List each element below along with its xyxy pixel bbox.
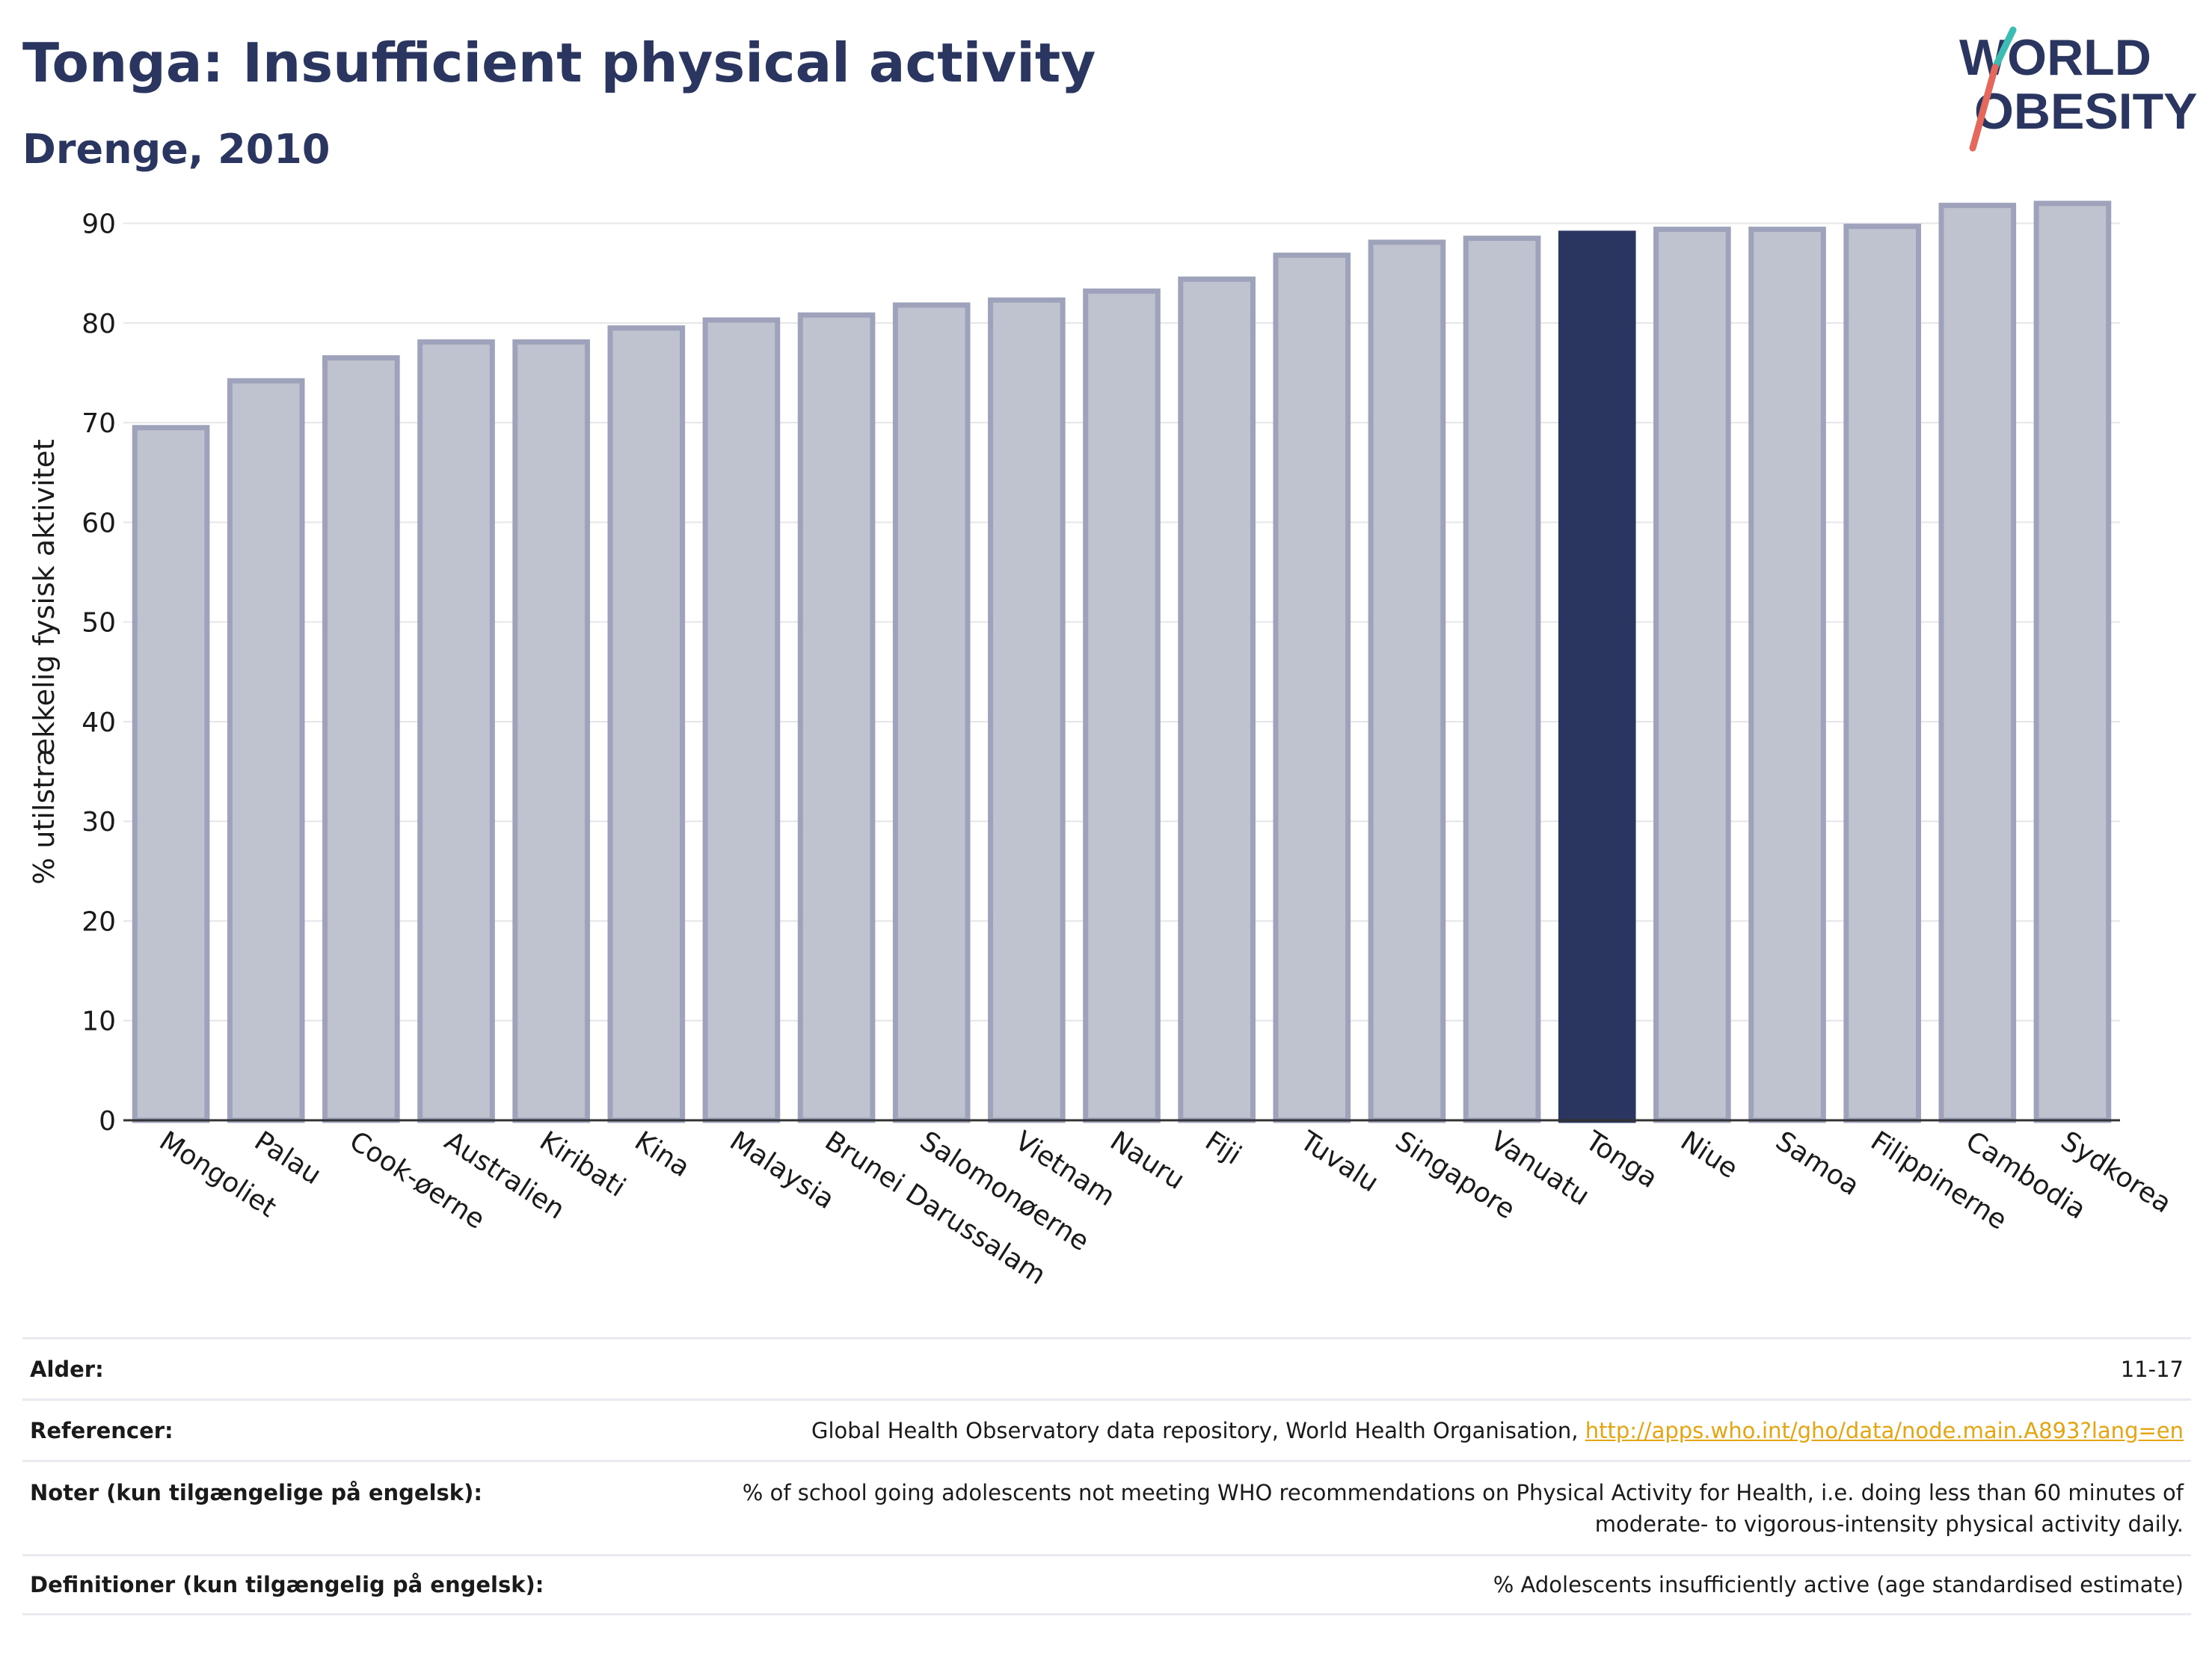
bar-mongoliet	[132, 425, 210, 1123]
bar-singapore	[1368, 239, 1446, 1123]
y-tick-label: 30	[82, 807, 116, 838]
info-value-notes: % of school going adolescents not meetin…	[742, 1480, 2184, 1537]
y-tick-label: 70	[82, 408, 116, 439]
y-tick-label: 10	[82, 1007, 116, 1037]
references-text: Global Health Observatory data repositor…	[811, 1417, 1585, 1443]
y-axis-label: % utilstrækkelig fysisk aktivitet	[28, 439, 61, 885]
bars	[132, 200, 2112, 1123]
x-tick-label: Niue	[1675, 1126, 1743, 1185]
info-label-references: Referencer:	[30, 1417, 173, 1443]
bar-cook-øerne	[322, 355, 400, 1123]
info-row-notes: Noter (kun tilgængelige på engelsk): % o…	[22, 1460, 2191, 1554]
x-tick-label: Palau	[249, 1126, 327, 1191]
bar-vietnam	[988, 297, 1066, 1123]
info-label-definitions: Definitioner (kun tilgængelig på engelsk…	[30, 1572, 544, 1597]
bar-niue	[1653, 227, 1731, 1123]
info-table: Alder: 11-17 Referencer: Global Health O…	[22, 1337, 2191, 1615]
bar-palau	[227, 378, 305, 1123]
info-row-references: Referencer: Global Health Observatory da…	[22, 1398, 2191, 1460]
bar-malaysia	[702, 317, 781, 1123]
y-tick-label: 80	[82, 309, 116, 340]
bar-filippinerne	[1843, 224, 1921, 1123]
logo-slash-coral	[1969, 64, 1999, 152]
bar-tonga	[1558, 230, 1636, 1123]
y-tick-label: 90	[82, 209, 116, 240]
page-title: Tonga: Insufficient physical activity	[22, 31, 1096, 94]
y-tick-label: 60	[82, 508, 116, 538]
info-value-definitions: % Adolescents insufficiently active (age…	[1493, 1572, 2184, 1597]
world-obesity-logo: WORLD OBESITY	[1959, 26, 2198, 152]
x-tick-label: Fiji	[1199, 1126, 1247, 1171]
bar-salomonøerne	[892, 302, 971, 1123]
bar-sydkorea	[2033, 200, 2112, 1123]
y-tick-label: 50	[82, 608, 116, 639]
x-tick-label: Kina	[629, 1126, 695, 1183]
info-row-age: Alder: 11-17	[22, 1337, 2191, 1398]
y-tick-label: 40	[82, 707, 116, 738]
info-label-age: Alder:	[30, 1356, 104, 1382]
bar-vanuatu	[1463, 236, 1541, 1123]
bar-kina	[607, 325, 686, 1123]
info-label-notes: Noter (kun tilgængelige på engelsk):	[30, 1480, 482, 1505]
y-tick-label: 20	[82, 906, 116, 937]
logo-word-obesity: OBESITY	[1974, 83, 2198, 140]
x-tick-label: Malaysia	[725, 1126, 840, 1215]
bar-brunei-darussalam	[797, 312, 876, 1123]
page-subtitle: Drenge, 2010	[22, 126, 331, 173]
info-value-references: Global Health Observatory data repositor…	[811, 1415, 2184, 1446]
bar-cambodia	[1938, 203, 2017, 1123]
bar-fiji	[1178, 276, 1256, 1123]
bar-kiribati	[512, 339, 590, 1123]
logo-slash-teal	[1991, 26, 2017, 71]
x-tick-label: Samoa	[1770, 1126, 1864, 1202]
y-tick-label: 0	[99, 1106, 116, 1137]
info-row-definitions: Definitioner (kun tilgængelig på engelsk…	[22, 1554, 2191, 1615]
info-value-age: 11-17	[2120, 1356, 2184, 1382]
bar-australien	[417, 339, 495, 1123]
bar-tuvalu	[1273, 252, 1351, 1123]
x-tick-label: Tuvalu	[1294, 1126, 1384, 1199]
bar-samoa	[1748, 227, 1826, 1123]
y-tick-labels: 0 10 20 30 40 50 60 70 80 90	[82, 209, 116, 1137]
references-link[interactable]: http://apps.who.int/gho/data/node.main.A…	[1585, 1417, 2184, 1443]
bar-nauru	[1083, 288, 1161, 1123]
